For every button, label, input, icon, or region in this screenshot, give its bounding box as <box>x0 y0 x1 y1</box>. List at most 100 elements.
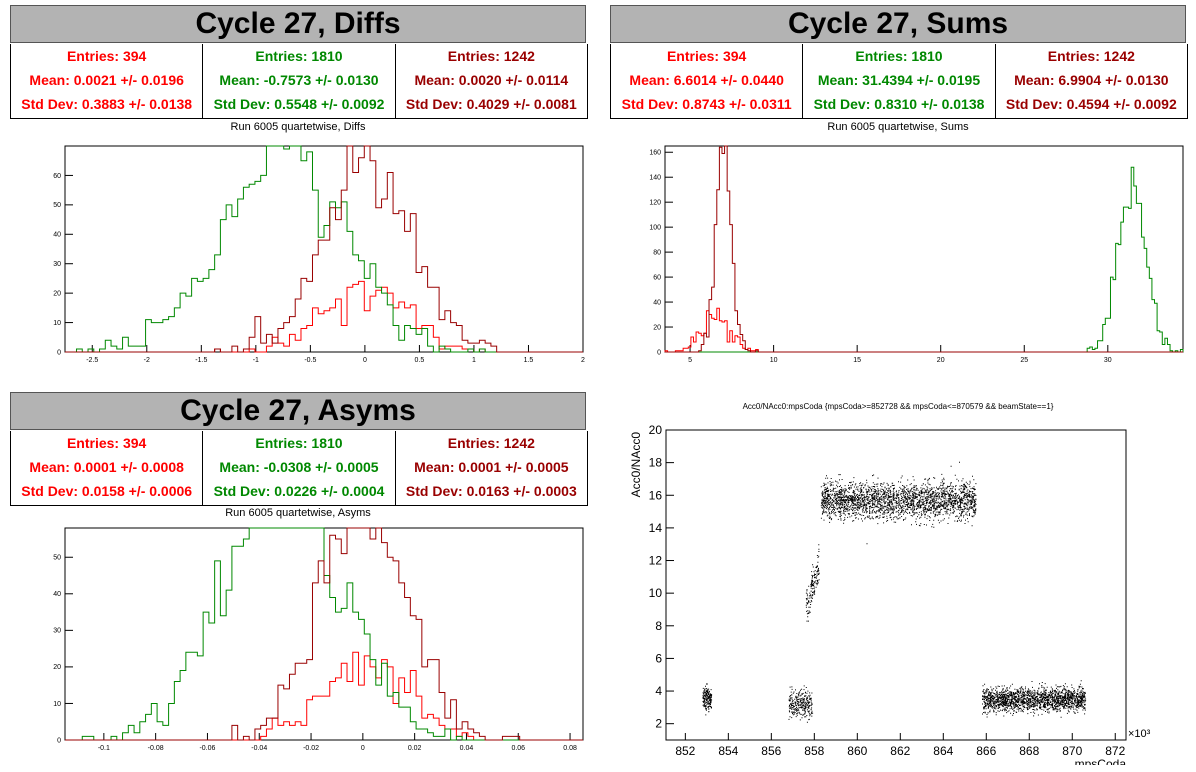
y-tick-label: 60 <box>53 173 61 180</box>
y-tick-label: 20 <box>649 423 663 437</box>
y-tick-label: 100 <box>649 224 661 231</box>
asyms-stats: Entries: 394 Mean: 0.0001 +/- 0.0008 Std… <box>10 431 588 506</box>
y-tick-label: 10 <box>53 701 61 708</box>
stat-std: Std Dev: 0.4594 +/- 0.0092 <box>1005 96 1177 112</box>
histogram-series <box>65 527 583 741</box>
stat-std: Std Dev: 0.0163 +/- 0.0003 <box>405 483 577 499</box>
scatter-cluster <box>702 683 713 716</box>
y-tick-label: 50 <box>53 555 61 562</box>
x-tick-label: 860 <box>847 744 867 758</box>
stat-entries: Entries: 394 <box>66 435 147 451</box>
y-tick-label: 2 <box>655 717 662 731</box>
x-tick-label: 2 <box>581 357 585 364</box>
y-tick-label: 30 <box>53 261 61 268</box>
y-tick-label: 0 <box>657 349 661 356</box>
stat-mean: Mean: -0.7573 +/- 0.0130 <box>219 72 379 88</box>
diffs-stat-green: Entries: 1810 Mean: -0.7573 +/- 0.0130 S… <box>203 44 396 118</box>
y-tick-label: 20 <box>53 664 61 671</box>
x-tick-label: 20 <box>937 357 945 364</box>
asyms-title: Cycle 27, Asyms <box>10 392 586 430</box>
stat-mean: Mean: 6.6014 +/- 0.0440 <box>629 72 784 88</box>
x-tick-label: 30 <box>1104 357 1112 364</box>
x-tick-label: -1 <box>253 357 259 364</box>
x-tick-label: -2.5 <box>86 357 98 364</box>
scatter-points <box>702 461 1087 723</box>
sums-title: Cycle 27, Sums <box>610 5 1186 43</box>
sums-subtitle: Run 6005 quartetwise, Sums <box>827 121 969 133</box>
scatter-cluster <box>820 461 977 545</box>
stat-std: Std Dev: 0.0226 +/- 0.0004 <box>213 483 385 499</box>
x-tick-label: -0.06 <box>199 745 215 752</box>
stat-mean: Mean: 31.4394 +/- 0.0195 <box>817 72 981 88</box>
x-tick-label: -2 <box>144 357 150 364</box>
x-tick-label: -0.5 <box>304 357 316 364</box>
plot-frame <box>64 145 584 353</box>
stat-entries: Entries: 1242 <box>447 435 535 451</box>
histogram-series <box>65 651 583 741</box>
y-tick-label: 0 <box>57 737 61 744</box>
y-tick-label: 10 <box>53 320 61 327</box>
sums-stat-red: Entries: 394 Mean: 6.6014 +/- 0.0440 Std… <box>611 44 804 118</box>
stat-std: Std Dev: 0.8310 +/- 0.0138 <box>813 96 985 112</box>
diffs-stat-red: Entries: 394 Mean: 0.0021 +/- 0.0196 Std… <box>11 44 204 118</box>
diffs-title: Cycle 27, Diffs <box>10 5 586 43</box>
x-tick-label: 858 <box>804 744 824 758</box>
asyms-stat-darkred: Entries: 1242 Mean: 0.0001 +/- 0.0005 St… <box>396 431 587 505</box>
sums-stat-green: Entries: 1810 Mean: 31.4394 +/- 0.0195 S… <box>803 44 996 118</box>
histogram-series <box>665 145 1183 353</box>
y-tick-label: 12 <box>649 554 663 568</box>
x-axis-multiplier: ×10³ <box>1128 728 1151 740</box>
stat-entries: Entries: 394 <box>666 48 747 64</box>
y-tick-label: 10 <box>649 586 663 600</box>
x-tick-label: 872 <box>1105 744 1125 758</box>
x-tick-label: 25 <box>1020 357 1028 364</box>
histogram-series <box>664 307 1183 353</box>
stat-mean: Mean: 0.0020 +/- 0.0114 <box>414 72 569 88</box>
x-tick-label: 868 <box>1019 744 1039 758</box>
stat-entries: Entries: 1810 <box>255 435 343 451</box>
x-tick-label: 866 <box>976 744 996 758</box>
stat-mean: Mean: 0.0001 +/- 0.0008 <box>29 459 184 475</box>
stat-std: Std Dev: 0.8743 +/- 0.0311 <box>621 96 792 112</box>
y-tick-label: 30 <box>53 628 61 635</box>
sums-stat-darkred: Entries: 1242 Mean: 6.9904 +/- 0.0130 St… <box>996 44 1187 118</box>
x-tick-label: 15 <box>853 357 861 364</box>
asyms-stat-green: Entries: 1810 Mean: -0.0308 +/- 0.0005 S… <box>203 431 396 505</box>
x-tick-label: 0 <box>361 745 365 752</box>
sums-stats: Entries: 394 Mean: 6.6014 +/- 0.0440 Std… <box>610 44 1188 119</box>
stat-std: Std Dev: 0.3883 +/- 0.0138 <box>21 96 193 112</box>
scatter-title: Acc0/NAcc0:mpsCoda {mpsCoda>=852728 && m… <box>742 402 1054 411</box>
y-tick-label: 40 <box>653 299 661 306</box>
scatter-cluster <box>788 685 814 723</box>
plot-frame <box>665 429 1127 741</box>
histogram-series <box>65 527 583 741</box>
y-tick-label: 0 <box>57 349 61 356</box>
histogram-series <box>665 166 1184 353</box>
stat-mean: Mean: 6.9904 +/- 0.0130 <box>1014 72 1169 88</box>
scatter-plot: 852 854 856 858 860 862 864 866 868 870 872 2 4 6 8 10 1… <box>629 423 1151 765</box>
x-tick-label: 856 <box>761 744 781 758</box>
y-tick-label: 50 <box>53 202 61 209</box>
stat-mean: Mean: 0.0021 +/- 0.0196 <box>29 72 184 88</box>
x-tick-label: 1.5 <box>524 357 534 364</box>
stat-entries: Entries: 394 <box>66 48 147 64</box>
x-tick-label: -0.02 <box>303 745 319 752</box>
stat-entries: Entries: 1810 <box>255 48 343 64</box>
x-tick-label: 0.5 <box>415 357 425 364</box>
histogram-series <box>65 280 583 353</box>
stat-mean: Mean: 0.0001 +/- 0.0005 <box>414 459 569 475</box>
histogram-series <box>65 145 583 353</box>
y-tick-label: 20 <box>653 324 661 331</box>
scatter-cluster <box>805 544 820 622</box>
stat-entries: Entries: 1242 <box>1047 48 1135 64</box>
x-tick-label: 0.08 <box>563 745 577 752</box>
stat-std: Std Dev: 0.4029 +/- 0.0081 <box>405 96 577 112</box>
stat-entries: Entries: 1810 <box>855 48 943 64</box>
y-tick-label: 160 <box>649 150 661 157</box>
diffs-stat-darkred: Entries: 1242 Mean: 0.0020 +/- 0.0114 St… <box>396 44 587 118</box>
x-tick-label: 0.06 <box>511 745 525 752</box>
y-tick-label: 14 <box>649 521 663 535</box>
asyms-subtitle: Run 6005 quartetwise, Asyms <box>225 507 371 519</box>
sums-histogram: 5 10 15 20 25 30 0 20 40 60 80 100 120 140 160 <box>649 145 1184 364</box>
